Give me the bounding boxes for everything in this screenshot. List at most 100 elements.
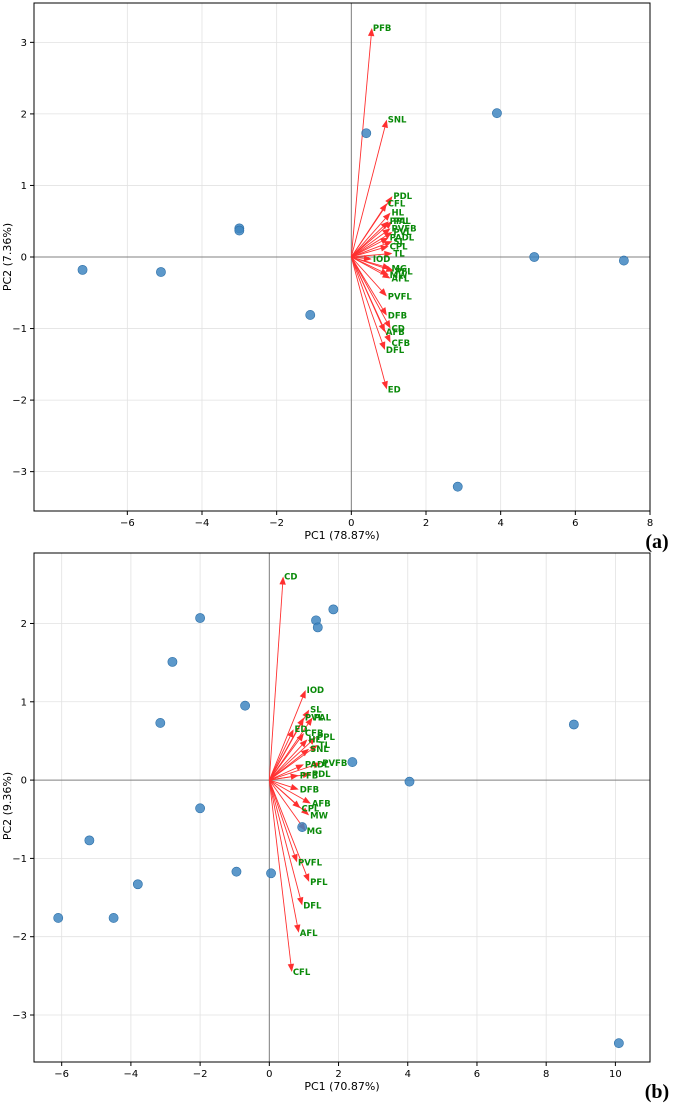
y-tick-label: 2 [21, 109, 27, 120]
vector-label: PVL [393, 228, 412, 238]
loading-vector-line [268, 779, 301, 898]
chart-panel-1: −6 −4 −2 0 2 4 6 8−3−2−10123PFBSNLPDLCFLHLPPLPA… [1, 2, 669, 553]
loading-vector-arrowhead [379, 288, 387, 297]
loading-vector-arrowhead [287, 729, 294, 738]
loading-vector-line [351, 226, 387, 258]
score-point [156, 267, 166, 277]
loading-vector-arrowhead [384, 250, 393, 258]
loading-vector-arrowhead [297, 717, 304, 726]
score-point [266, 868, 276, 879]
y-axis-label: PC2 (7.36%) [1, 223, 14, 291]
loading-vector-arrowhead [385, 265, 395, 272]
loading-vector-arrowhead [384, 334, 391, 343]
vector-label: CFL [388, 199, 406, 209]
score-point [84, 835, 95, 846]
y-tick-label: −2 [12, 932, 27, 943]
vector-label: PFL [395, 267, 413, 277]
loading-vector-arrowhead [367, 28, 375, 37]
loading-vector-arrowhead [379, 307, 387, 316]
loading-vector-arrowhead [302, 771, 311, 779]
loading-vector-arrowhead [295, 764, 304, 771]
x-tick-label: 2 [423, 518, 429, 529]
vector-label: TL [393, 249, 405, 259]
y-tick-label: −1 [12, 854, 27, 865]
loading-vector-line [269, 749, 312, 781]
loading-vector-line [269, 767, 297, 781]
vector-label: AFB [312, 800, 331, 810]
loading-vector-line [269, 774, 304, 781]
y-tick-label: −3 [12, 467, 27, 478]
loading-vector-arrowhead [302, 709, 310, 719]
loading-vector-line [351, 243, 386, 258]
x-tick-label: 4 [497, 518, 503, 529]
x-tick-label: 0 [348, 518, 354, 529]
vector-label: TL [319, 741, 331, 751]
loading-vector-line [268, 697, 304, 781]
loading-vector-arrowhead [378, 323, 385, 333]
loading-vector-arrowhead [384, 221, 393, 229]
vector-label: PAL [393, 217, 411, 227]
loading-vector-arrowhead [301, 807, 310, 816]
vector-label: PVFB [392, 224, 417, 234]
vector-label: IOD [373, 255, 390, 265]
vector-label: CD [392, 325, 405, 335]
vector-label: ED [295, 725, 308, 735]
score-point [108, 913, 119, 923]
loading-vector-arrowhead [294, 924, 301, 933]
axes-frame [33, 2, 651, 512]
vector-label: CFL [293, 968, 311, 978]
loading-vector-line [269, 764, 314, 781]
x-tick-label: −6 [120, 518, 135, 529]
loading-vector-arrowhead [383, 231, 393, 239]
loading-vector-arrowhead [299, 739, 308, 748]
y-axis-label: PC2 (9.36%) [1, 772, 14, 840]
vector-label: DFB [388, 312, 407, 322]
loading-vector-arrowhead [379, 341, 386, 351]
score-point [231, 866, 242, 877]
loading-vector-arrowhead [382, 212, 391, 221]
loading-vector-line [269, 779, 305, 801]
x-tick-label: −4 [124, 1069, 139, 1080]
loading-vector-line [268, 779, 307, 875]
vector-label: DFL [303, 901, 322, 911]
y-tick-label: 0 [21, 776, 27, 787]
loading-vector-arrowhead [300, 748, 310, 757]
loading-vector-line [351, 256, 387, 270]
loading-vector-arrowhead [296, 733, 304, 742]
score-point [195, 613, 206, 623]
y-tick-label: 1 [21, 697, 27, 708]
loading-vector-line [268, 736, 291, 781]
loading-vector-line [268, 780, 292, 965]
loading-vector-arrowhead [381, 380, 388, 390]
score-point [297, 822, 308, 832]
x-axis-label: PC1 (70.87%) [304, 1080, 379, 1093]
loading-vector-line [268, 584, 284, 781]
vector-label: DFB [300, 785, 319, 795]
loading-vector-arrowhead [287, 963, 295, 972]
vector-label: MG [392, 264, 407, 274]
loading-vector-line [350, 256, 388, 322]
vector-label: CFB [392, 339, 411, 349]
vector-label: PPL [390, 217, 408, 227]
loading-vector-arrowhead [307, 737, 317, 745]
x-tick-label: 8 [543, 1069, 549, 1080]
y-tick-label: −2 [12, 396, 27, 407]
vector-label: CD [284, 572, 297, 582]
vector-label: PAL [314, 713, 332, 723]
loading-vector-arrowhead [381, 271, 391, 279]
vector-label: PVFB [322, 759, 347, 769]
score-point [618, 255, 629, 266]
vector-label: AFL [392, 274, 410, 284]
y-tick-label: −1 [12, 324, 27, 335]
vector-label: PFB [300, 771, 319, 781]
score-point [452, 481, 463, 492]
loading-vector-arrowhead [380, 221, 389, 230]
x-axis-label: PC1 (78.87%) [304, 529, 379, 542]
score-point [53, 913, 64, 923]
loading-vector-arrowhead [279, 576, 286, 585]
score-point [312, 622, 323, 633]
vector-label: CPL [301, 804, 319, 814]
vector-label: MW [310, 811, 328, 821]
vector-label: HL [308, 735, 321, 745]
score-point [77, 264, 88, 275]
